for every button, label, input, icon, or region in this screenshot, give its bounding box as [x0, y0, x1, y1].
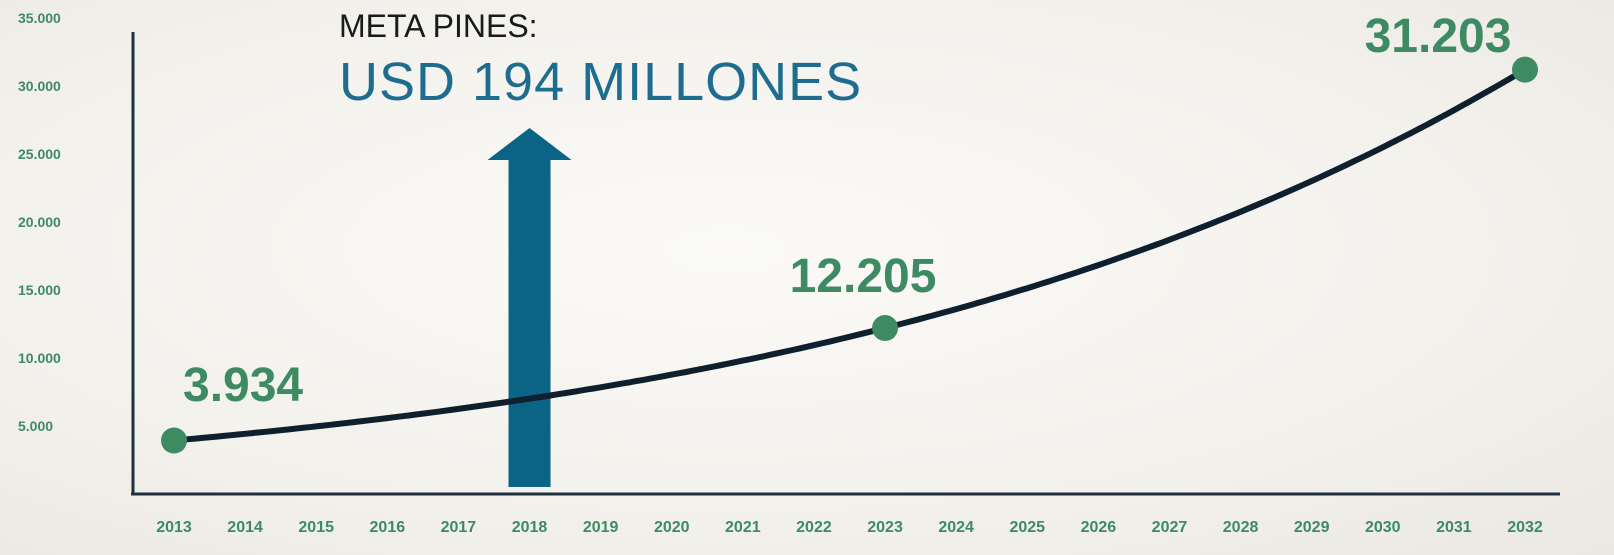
x-tick-label: 2021	[725, 519, 761, 536]
x-tick-label: 2019	[583, 519, 619, 536]
data-points	[161, 56, 1538, 454]
x-tick-label: 2016	[370, 519, 406, 536]
x-tick-label: 2026	[1081, 519, 1117, 536]
x-tick-label: 2017	[441, 519, 477, 536]
x-tick-label: 2014	[227, 519, 263, 536]
x-tick-label: 2031	[1436, 519, 1472, 536]
series-line	[171, 66, 1528, 444]
x-tick-label: 2018	[512, 519, 548, 536]
annotation-arrow	[487, 128, 572, 487]
data-point	[161, 427, 187, 454]
data-labels: 3.934 12.205 31.203	[183, 10, 1511, 412]
annotation-value: USD 194 MILLONES	[339, 52, 862, 112]
x-tick-label: 2032	[1507, 519, 1543, 536]
data-label: 12.205	[790, 250, 937, 303]
y-tick-label: 15.000	[18, 282, 61, 298]
y-tick-label: 25.000	[18, 146, 61, 162]
x-tick-label: 2022	[796, 519, 832, 536]
y-tick-label: 5.000	[18, 418, 53, 434]
data-label: 31.203	[1365, 10, 1512, 63]
data-label: 3.934	[183, 359, 303, 412]
x-tick-label: 2023	[867, 519, 903, 536]
y-axis-ticks: 5.000 10.000 15.000 20.000 25.000 30.000 35.00…	[18, 10, 61, 434]
x-tick-label: 2028	[1223, 519, 1259, 536]
x-tick-label: 2030	[1365, 519, 1401, 536]
x-tick-label: 2029	[1294, 519, 1330, 536]
x-tick-label: 2025	[1009, 519, 1045, 536]
y-tick-label: 10.000	[18, 350, 61, 366]
y-tick-label: 35.000	[18, 10, 61, 26]
data-point	[872, 315, 899, 342]
x-tick-label: 2015	[298, 519, 334, 536]
x-tick-label: 2027	[1152, 519, 1188, 536]
data-point	[1512, 56, 1538, 83]
annotation-title: META PINES:	[339, 8, 538, 44]
x-tick-label: 2024	[938, 519, 974, 536]
y-tick-label: 30.000	[18, 78, 61, 94]
y-tick-label: 20.000	[18, 214, 61, 230]
x-tick-label: 2013	[156, 519, 192, 536]
x-tick-label: 2020	[654, 519, 690, 536]
x-axis-ticks: 2013 2014 2015 2016 2017 2018 2019 2020 2021 2022…	[156, 519, 1543, 536]
arrow-shape	[487, 128, 572, 487]
